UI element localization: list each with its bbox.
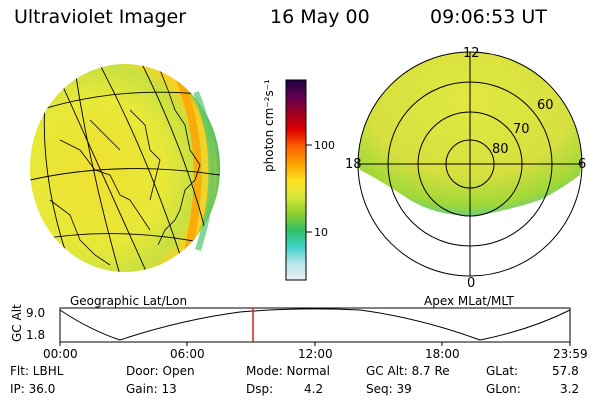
altitude-xtick: 23:59 bbox=[553, 347, 588, 361]
dsp-label: Dsp: bbox=[246, 382, 274, 396]
colorbar-tick: 100 bbox=[314, 139, 335, 152]
coastlines bbox=[49, 69, 201, 266]
glat-label: GLat: bbox=[486, 364, 519, 378]
dsp-value: 4.2 bbox=[304, 382, 324, 396]
door-status: Door: Open bbox=[126, 364, 195, 378]
glon-value: 3.2 bbox=[560, 382, 580, 396]
mode-value: Mode: Normal bbox=[246, 364, 330, 378]
altitude-xtick: 00:00 bbox=[43, 347, 78, 361]
filter-value: Flt: LBHL bbox=[10, 364, 64, 378]
glon-label: GLon: bbox=[486, 382, 521, 396]
colorbar-unit-label: photon cm⁻²s⁻¹ bbox=[262, 79, 276, 172]
left-projection-label: Geographic Lat/Lon bbox=[70, 294, 188, 308]
altitude-xtick: 06:00 bbox=[170, 347, 205, 361]
ip-value: IP: 36.0 bbox=[10, 382, 56, 396]
glat-value: 57.8 bbox=[552, 364, 579, 378]
seq-value: Seq: 39 bbox=[366, 382, 412, 396]
gc-alt-value: GC Alt: 8.7 Re bbox=[366, 364, 450, 378]
altitude-plot bbox=[59, 307, 571, 346]
instrument-title: Ultraviolet Imager bbox=[14, 6, 187, 28]
time-label: 09:06:53 UT bbox=[430, 6, 547, 28]
colorbar-tick: 10 bbox=[314, 226, 328, 239]
mlt-label-0: 0 bbox=[467, 276, 476, 291]
colorbar bbox=[285, 79, 312, 281]
altitude-xtick: 18:00 bbox=[425, 347, 460, 361]
polar-plot bbox=[357, 51, 583, 277]
mlat-label-60: 60 bbox=[537, 98, 554, 113]
altitude-ylabel: GC Alt bbox=[10, 304, 24, 342]
mlat-label-80: 80 bbox=[492, 142, 509, 157]
mlat-label-70: 70 bbox=[513, 122, 530, 137]
altitude-ytick: 9.0 bbox=[26, 306, 46, 320]
mlt-label-6: 6 bbox=[578, 157, 587, 172]
gain-value: Gain: 13 bbox=[126, 382, 177, 396]
geographic-globe bbox=[30, 64, 220, 272]
mlt-label-18: 18 bbox=[345, 157, 362, 172]
mlt-label-12: 12 bbox=[463, 46, 480, 61]
altitude-ytick: 1.8 bbox=[26, 328, 46, 342]
date-label: 16 May 00 bbox=[270, 6, 370, 28]
right-projection-label: Apex MLat/MLT bbox=[424, 294, 514, 308]
altitude-xtick: 12:00 bbox=[298, 347, 333, 361]
